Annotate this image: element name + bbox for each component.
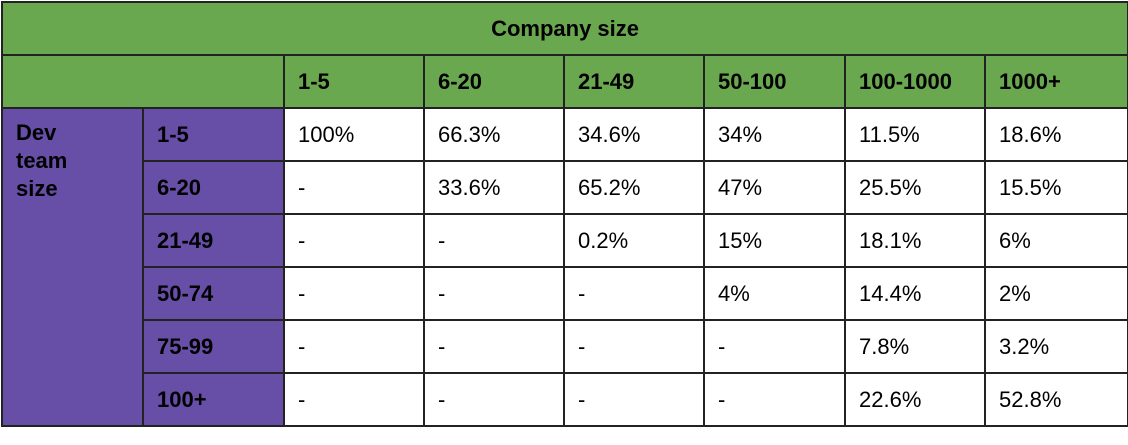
data-row: Dev team size 1-5 100% 66.3% 34.6% 34% 11.5% 18… xyxy=(1,107,1128,427)
cell: - xyxy=(423,319,565,374)
cell: 0.2% xyxy=(563,213,705,268)
cell: 65.2% xyxy=(563,160,705,215)
column-header: 50-100 xyxy=(703,54,846,109)
column-header: 100-1000 xyxy=(844,54,986,109)
cell: - xyxy=(563,319,705,374)
data-row: 100+ - - - -22.6% 52.8% xyxy=(2,372,1128,427)
row-group-label: Dev team size xyxy=(1,107,144,427)
cell: 47% xyxy=(703,160,846,215)
row-header: 50-74 xyxy=(142,266,285,321)
cell: 4% xyxy=(703,266,846,321)
title-row: Company size xyxy=(0,1,1128,56)
cell: 34.6% xyxy=(563,107,705,162)
row-header: 75-99 xyxy=(142,319,285,374)
row-header: 21-49 xyxy=(142,213,285,268)
cell: - xyxy=(423,213,565,268)
column-header: 1-5 xyxy=(283,54,425,109)
cell: - xyxy=(283,319,425,374)
cell: - xyxy=(563,372,705,427)
cell: - xyxy=(423,372,565,427)
cell: 22.6% xyxy=(844,372,986,427)
company-dev-table: Company size 1-5 6-20 21-49 50-100 100-1000 10… xyxy=(0,1,1128,427)
column-header: 6-20 xyxy=(423,54,565,109)
cell: 25.5% xyxy=(844,160,986,215)
data-row: 75-99- - - -7.8% 3.2% xyxy=(2,319,1128,374)
cell: 34% xyxy=(703,107,846,162)
cell: 7.8% xyxy=(844,319,986,374)
cell: 100% xyxy=(283,107,425,162)
cell: - xyxy=(283,160,425,215)
cell: 15% xyxy=(703,213,846,268)
table-container: Company size 1-5 6-20 21-49 50-100 100-1000 10… xyxy=(0,1,1128,427)
cell: - xyxy=(283,266,425,321)
row-group-text: Dev team size xyxy=(16,120,68,201)
data-row: 6-20-33.6% 65.2% 47% 25.5% 15.5% xyxy=(2,160,1128,215)
row-header: 6-20 xyxy=(142,160,285,215)
cell: - xyxy=(283,213,425,268)
cell: - xyxy=(703,319,846,374)
cell: 2% xyxy=(983,266,1128,321)
cell: 52.8% xyxy=(983,372,1128,427)
column-header: 21-49 xyxy=(563,54,705,109)
data-row: 50-74- - -4% 14.4% 2% xyxy=(2,266,1128,321)
header-row: 1-5 6-20 21-49 50-100 100-1000 1000+ xyxy=(1,54,1128,109)
cell: 14.4% xyxy=(844,266,986,321)
cell: 3.2% xyxy=(983,319,1128,374)
cell: - xyxy=(563,266,705,321)
cell: 6% xyxy=(983,213,1128,268)
cell: 11.5% xyxy=(844,107,986,162)
cell: - xyxy=(703,372,846,427)
row-header: 100+ xyxy=(142,372,285,427)
cell: - xyxy=(283,372,425,427)
data-row: 21-49- -0.2% 15% 18.1% 6% xyxy=(2,213,1128,268)
cell: 15.5% xyxy=(983,160,1128,215)
cell: 33.6% xyxy=(423,160,565,215)
table-body: Company size 1-5 6-20 21-49 50-100 100-1000 10… xyxy=(0,1,1128,427)
cell: - xyxy=(423,266,565,321)
row-header: 1-5 xyxy=(142,107,285,162)
column-header: 1000+ xyxy=(983,54,1128,109)
cell: 18.6% xyxy=(983,107,1128,162)
corner-cell xyxy=(1,54,285,109)
cell: 66.3% xyxy=(423,107,565,162)
table-title: Company size xyxy=(0,1,1128,56)
cell: 18.1% xyxy=(844,213,986,268)
